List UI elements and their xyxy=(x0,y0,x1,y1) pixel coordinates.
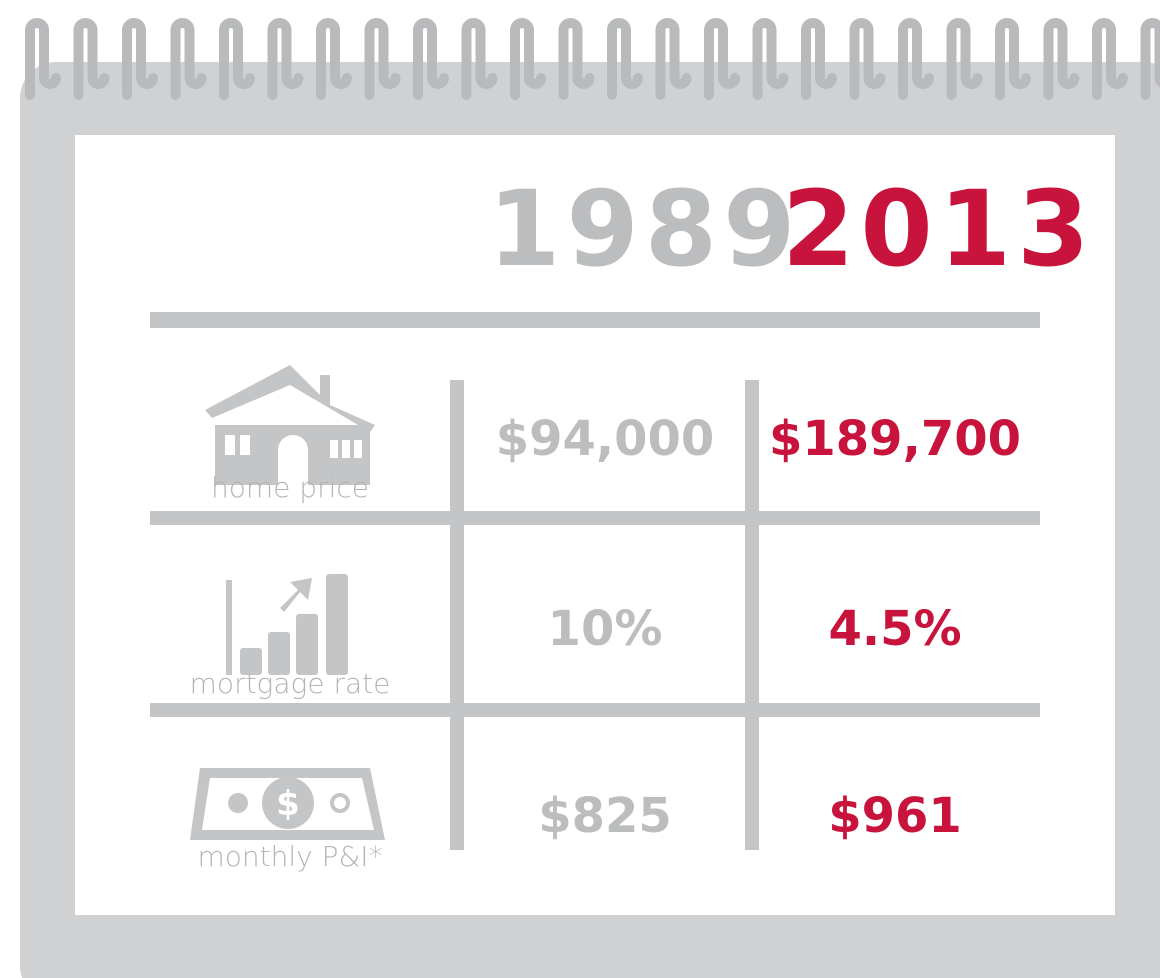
value-new: 4.5% xyxy=(828,601,961,657)
ring xyxy=(946,18,983,100)
house-icon xyxy=(205,365,375,485)
ring xyxy=(995,18,1031,100)
row-label: monthly P&I* xyxy=(197,840,382,873)
ring xyxy=(898,18,934,100)
value-old: $94,000 xyxy=(496,411,715,467)
ring xyxy=(170,18,207,100)
value-new: $189,700 xyxy=(769,411,1021,467)
ring xyxy=(607,18,643,100)
chart-icon xyxy=(226,574,348,675)
value-new: $961 xyxy=(828,788,962,844)
ring xyxy=(316,18,352,100)
ring xyxy=(461,18,498,100)
ring xyxy=(558,18,595,100)
row-rule xyxy=(150,703,1040,717)
ring xyxy=(267,18,304,100)
ring xyxy=(510,18,546,100)
row-label: mortgage rate xyxy=(190,667,391,700)
ring xyxy=(655,18,692,100)
value-old: $825 xyxy=(538,788,672,844)
value-old: 10% xyxy=(548,601,663,657)
col-rule xyxy=(745,380,759,850)
ring xyxy=(704,18,740,100)
ring xyxy=(25,18,61,100)
ring xyxy=(752,18,789,100)
ring xyxy=(122,18,158,100)
ring xyxy=(413,18,449,100)
row-label: home price xyxy=(211,471,369,504)
ring xyxy=(1043,18,1080,100)
header-rule xyxy=(150,312,1040,328)
row-rule xyxy=(150,511,1040,525)
col-rule xyxy=(450,380,464,850)
ring xyxy=(73,18,110,100)
year-new: 2013 xyxy=(782,168,1095,290)
dollar-sign: $ xyxy=(276,784,300,824)
grid xyxy=(150,312,1040,850)
calendar-rings xyxy=(25,18,1160,100)
ring xyxy=(849,18,886,100)
ring xyxy=(801,18,837,100)
year-old: 1989 xyxy=(488,168,801,290)
bill-icon: $ xyxy=(190,768,385,840)
ring xyxy=(219,18,255,100)
ring xyxy=(1092,18,1128,100)
ring xyxy=(364,18,401,100)
